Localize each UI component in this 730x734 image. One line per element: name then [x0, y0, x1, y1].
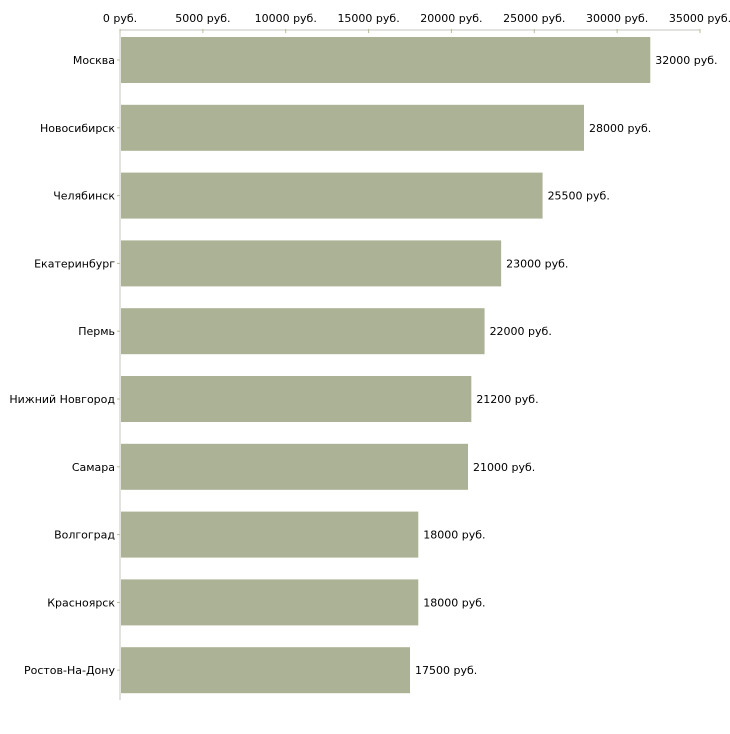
bar — [121, 104, 584, 151]
value-label: 22000 руб. — [490, 325, 552, 338]
bar — [121, 172, 543, 219]
bar — [121, 240, 502, 287]
value-label: 18000 руб. — [423, 596, 485, 609]
x-tick-label: 10000 руб. — [255, 12, 317, 25]
bar — [121, 308, 485, 355]
category-label: Пермь — [78, 325, 115, 338]
category-label: Екатеринбург — [34, 257, 115, 270]
x-tick-label: 15000 руб. — [337, 12, 399, 25]
x-tick-label: 20000 руб. — [420, 12, 482, 25]
bar — [121, 647, 410, 694]
x-tick-label: 35000 руб. — [669, 12, 730, 25]
value-label: 23000 руб. — [506, 257, 568, 270]
value-label: 21200 руб. — [476, 393, 538, 406]
bar — [121, 511, 419, 558]
x-tick-label: 30000 руб. — [586, 12, 648, 25]
category-label: Самара — [72, 461, 115, 474]
category-label: Москва — [73, 54, 115, 67]
category-label: Ростов-На-Дону — [24, 664, 115, 677]
x-tick-label: 25000 руб. — [503, 12, 565, 25]
value-label: 25500 руб. — [548, 190, 610, 203]
bar — [121, 376, 472, 422]
value-label: 17500 руб. — [415, 664, 477, 677]
category-label: Нижний Новгород — [9, 393, 115, 406]
bar — [121, 443, 468, 490]
category-label: Челябинск — [53, 190, 115, 203]
category-label: Новосибирск — [40, 122, 115, 135]
value-label: 21000 руб. — [473, 461, 535, 474]
category-label: Волгоград — [54, 529, 115, 542]
value-label: 28000 руб. — [589, 122, 651, 135]
bar — [121, 37, 651, 83]
x-tick-label: 0 руб. — [103, 12, 137, 25]
bar — [121, 579, 419, 626]
category-label: Красноярск — [47, 596, 115, 609]
value-label: 18000 руб. — [423, 529, 485, 542]
x-tick-label: 5000 руб. — [175, 12, 230, 25]
value-label: 32000 руб. — [655, 54, 717, 67]
